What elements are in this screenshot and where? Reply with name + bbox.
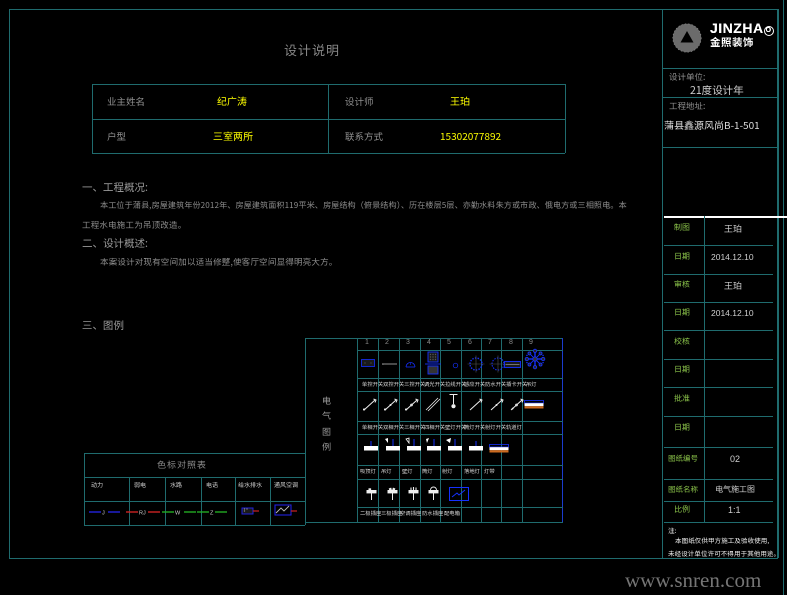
svg-text:W: W bbox=[175, 511, 181, 517]
svg-text:RJ: RJ bbox=[139, 511, 146, 517]
svg-text:J: J bbox=[102, 511, 105, 517]
svg-text:Z: Z bbox=[210, 511, 214, 517]
